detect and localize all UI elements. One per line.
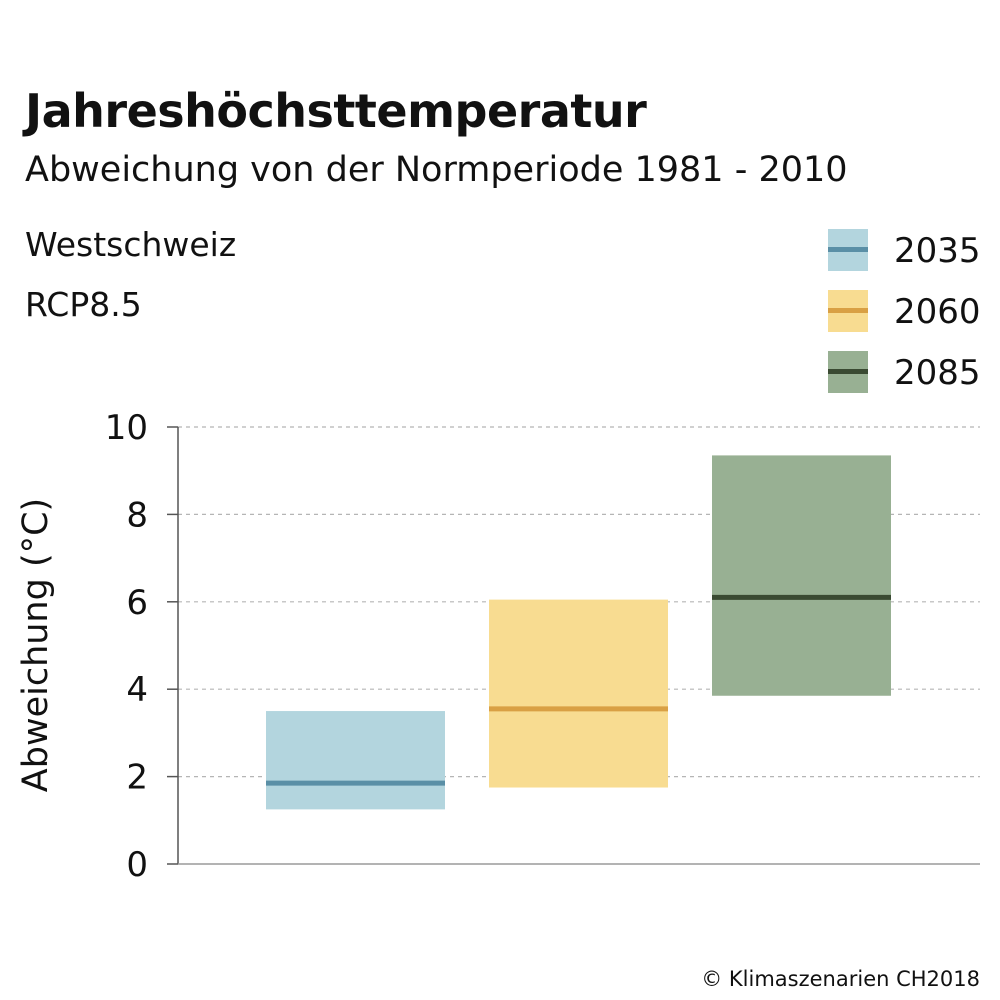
y-axis-label: Abweichung (°C)	[16, 498, 56, 792]
legend-median-2035	[828, 247, 868, 252]
scenario-label: RCP8.5	[25, 285, 142, 324]
axes	[167, 426, 980, 865]
y-tick-label-6: 6	[126, 583, 148, 623]
chart-subtitle: Abweichung von der Normperiode 1981 - 20…	[25, 150, 848, 190]
y-tick-label-0: 0	[126, 845, 148, 885]
legend-median-2085	[828, 369, 868, 374]
region-label: Westschweiz	[25, 225, 237, 264]
range-bar-2060	[489, 599, 668, 788]
y-tick-labels: 0 2 4 6 8 10	[105, 408, 148, 885]
legend-label-2035: 2035	[894, 231, 981, 271]
legend-label-2085: 2085	[894, 353, 981, 393]
y-tick-label-2: 2	[126, 758, 148, 798]
legend-median-2060	[828, 308, 868, 313]
copyright-footer: © Klimaszenarien CH2018	[701, 967, 980, 991]
y-tick-label-8: 8	[126, 495, 148, 535]
range-bars	[266, 455, 891, 810]
chart-title: Jahreshöchsttemperatur	[25, 84, 647, 138]
legend-label-2060: 2060	[894, 292, 981, 332]
range-bar-2035	[266, 711, 445, 810]
y-tick-label-4: 4	[126, 670, 148, 710]
range-bar-2085	[712, 455, 891, 696]
y-tick-label-10: 10	[105, 408, 148, 448]
